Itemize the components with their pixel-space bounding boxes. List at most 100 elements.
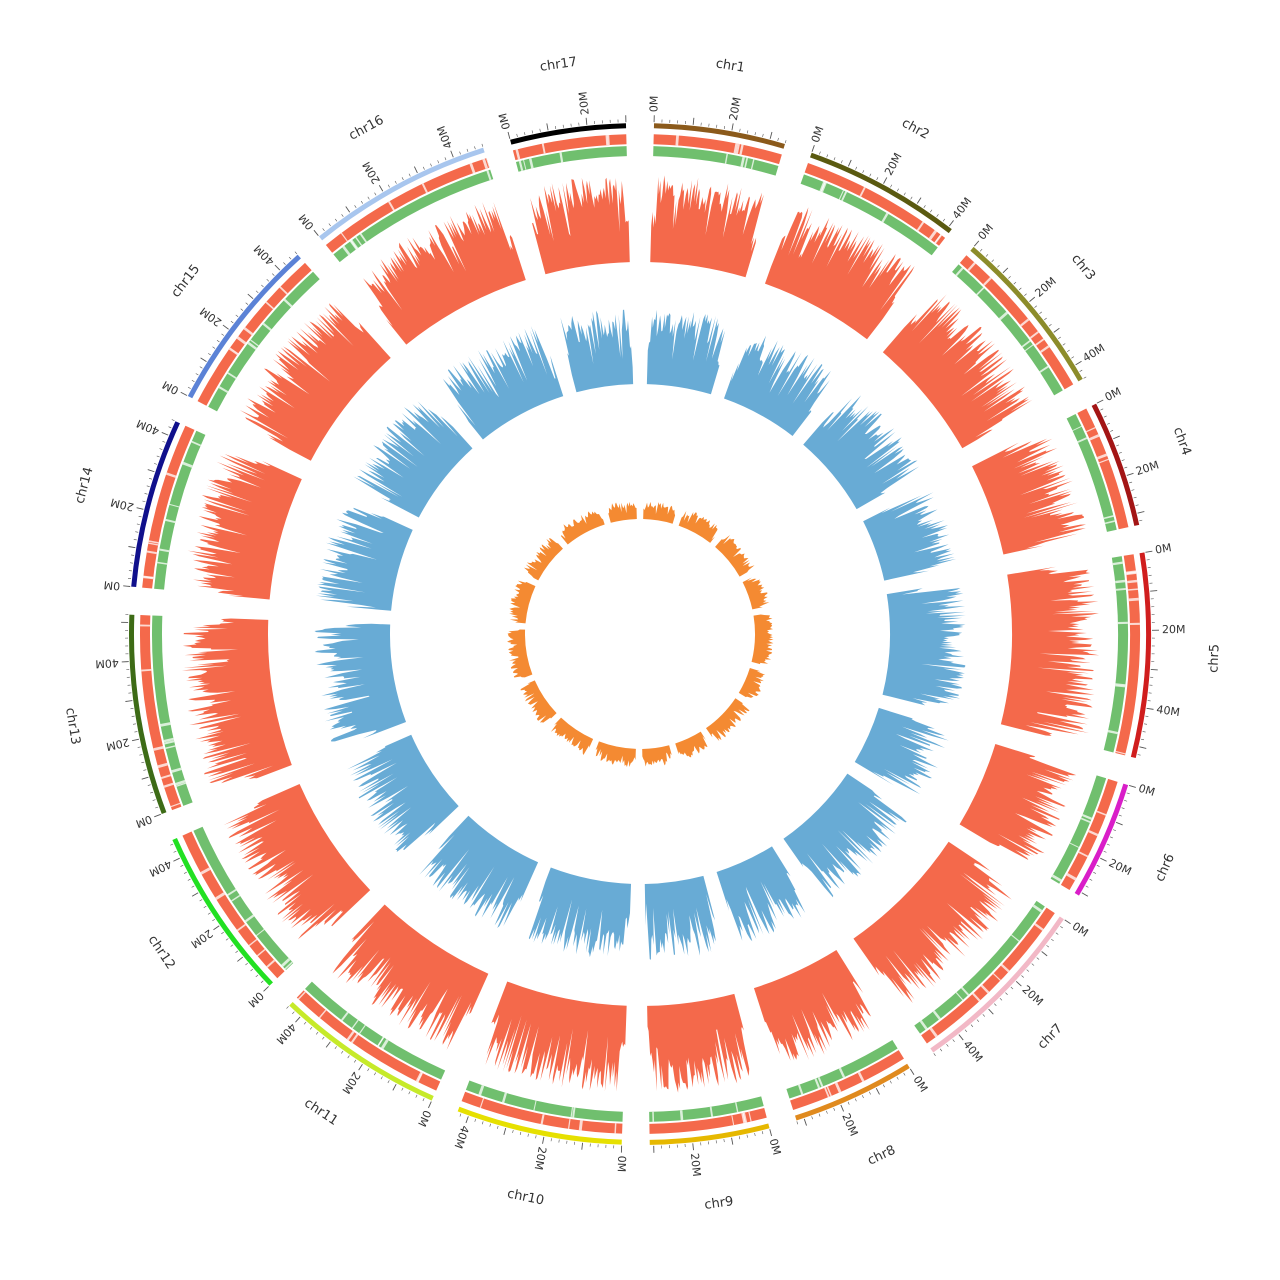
tick-chr14-22 (142, 500, 146, 503)
tick-chr15-22 (230, 320, 234, 324)
histogram-1-chr3 (882, 294, 1033, 449)
tick-chr7-44 (946, 1043, 949, 1047)
band-1-gap (741, 1112, 746, 1124)
histogram-3-chr16 (560, 511, 605, 545)
tick-chr8-26 (818, 1113, 821, 1117)
tick-chr11-8 (401, 1087, 404, 1091)
histogram-1-chr6 (959, 744, 1077, 861)
ideogram-chr14 (131, 421, 180, 588)
tick-label-chr5-2: 40M (1156, 703, 1181, 719)
tick-chr15-4 (191, 380, 195, 383)
band-2-gap (350, 239, 359, 250)
histogram-2-chr3 (803, 395, 920, 510)
tick-chr14-32 (153, 463, 158, 465)
tick-label-chr12-2: 40M (147, 857, 174, 879)
band-2-gap (351, 1019, 359, 1029)
histogram-3-chr17 (608, 501, 637, 523)
tick-chr12-20 (213, 925, 220, 931)
band-1-gap (388, 201, 395, 211)
chr-label-chr6: chr6 (1153, 852, 1179, 885)
band-1-gap (515, 149, 521, 160)
band-2-gap (1011, 934, 1020, 942)
tick-chr16-4 (328, 223, 331, 227)
tick-chr2-6 (833, 157, 836, 161)
band-1-gap (479, 1098, 485, 1109)
tick-chr15-46 (294, 251, 298, 255)
band-1-gap (229, 347, 239, 355)
tick-chr7-40 (958, 1034, 964, 1041)
tick-label-chr11-1: 20M (339, 1069, 363, 1096)
band-2-gap (165, 745, 176, 749)
tick-chr5-52 (1137, 754, 1141, 756)
tick-chr15-0 (180, 391, 188, 396)
tick-chr14-14 (135, 531, 139, 533)
tick-label-chr7-2: 40M (960, 1038, 985, 1064)
histogram-1-chr17 (530, 177, 630, 275)
tick-chr11-36 (309, 1026, 313, 1030)
band-1-gap (485, 158, 490, 168)
band-2-chr17 (515, 146, 627, 172)
tick-chr9-2 (761, 1131, 764, 1135)
tick-label-chr15-2: 40M (251, 242, 277, 268)
tick-label-chr4-1: 20M (1134, 458, 1160, 478)
band-2-gap (175, 779, 186, 786)
histogram-2-chr2 (723, 335, 832, 436)
histogram-2-chr12 (347, 734, 459, 852)
tick-chr3-12 (1008, 276, 1011, 279)
tick-chr5-40 (1146, 707, 1154, 710)
tick-chr14-16 (136, 523, 140, 525)
band-1-gap (318, 1009, 327, 1019)
band-2-gap (572, 1107, 576, 1118)
tick-chr11-38 (303, 1021, 307, 1025)
tick-chr13-12 (143, 769, 147, 771)
band-1-gap (1127, 588, 1139, 591)
tick-chr13-18 (137, 746, 141, 748)
tick-chr4-20 (1126, 472, 1134, 476)
tick-chr7-38 (964, 1029, 968, 1033)
tick-chr10-38 (474, 1118, 477, 1122)
tick-chr16-26 (401, 177, 404, 181)
tick-chr15-8 (199, 366, 203, 369)
tick-chr12-18 (221, 931, 224, 935)
band-1-chr7 (921, 907, 1055, 1044)
tick-chr12-2 (260, 980, 264, 983)
band-2-chr8 (786, 1039, 898, 1099)
histogram-3-chr8 (675, 731, 708, 758)
histogram-2-chr15 (353, 401, 473, 518)
ideogram-chr15 (187, 254, 301, 399)
band-1-gap (243, 327, 254, 336)
histogram-1-chr13 (181, 618, 292, 784)
band-2-gap (1115, 683, 1126, 687)
tick-chr15-34 (261, 284, 264, 288)
band-1-gap (983, 277, 992, 286)
tick-chr5-48 (1141, 738, 1145, 741)
tick-chr14-36 (159, 448, 163, 450)
tick-chr17-10 (546, 123, 549, 131)
tick-chr16-48 (481, 143, 484, 147)
band-2-gap (359, 233, 368, 243)
tick-chr4-22 (1129, 481, 1133, 484)
tick-chr12-8 (245, 962, 248, 966)
tick-chr3-44 (1083, 376, 1087, 379)
band-1-gap (228, 348, 239, 356)
tick-chr8-0 (909, 1068, 915, 1076)
tick-chr13-4 (152, 799, 156, 801)
tick-chr14-42 (168, 426, 172, 429)
tick-chr8-24 (826, 1110, 828, 1114)
band-1-gap (739, 144, 744, 155)
tick-chr12-26 (203, 905, 207, 908)
tick-chr7-36 (970, 1024, 974, 1028)
tick-chr5-46 (1142, 731, 1146, 733)
band-1-gap (992, 973, 1001, 981)
tick-label-chr1-1: 20M (727, 96, 744, 121)
histogram-1-chr8 (753, 949, 872, 1061)
tick-chr16-28 (408, 173, 411, 177)
tick-chr11-14 (380, 1076, 383, 1080)
band-1-gap (859, 186, 866, 197)
band-2-gap (838, 190, 844, 200)
tick-chr10-22 (535, 1135, 537, 1139)
tick-chr11-12 (387, 1080, 390, 1084)
tick-chr6-8 (1118, 814, 1122, 817)
tick-chr12-34 (187, 878, 191, 881)
